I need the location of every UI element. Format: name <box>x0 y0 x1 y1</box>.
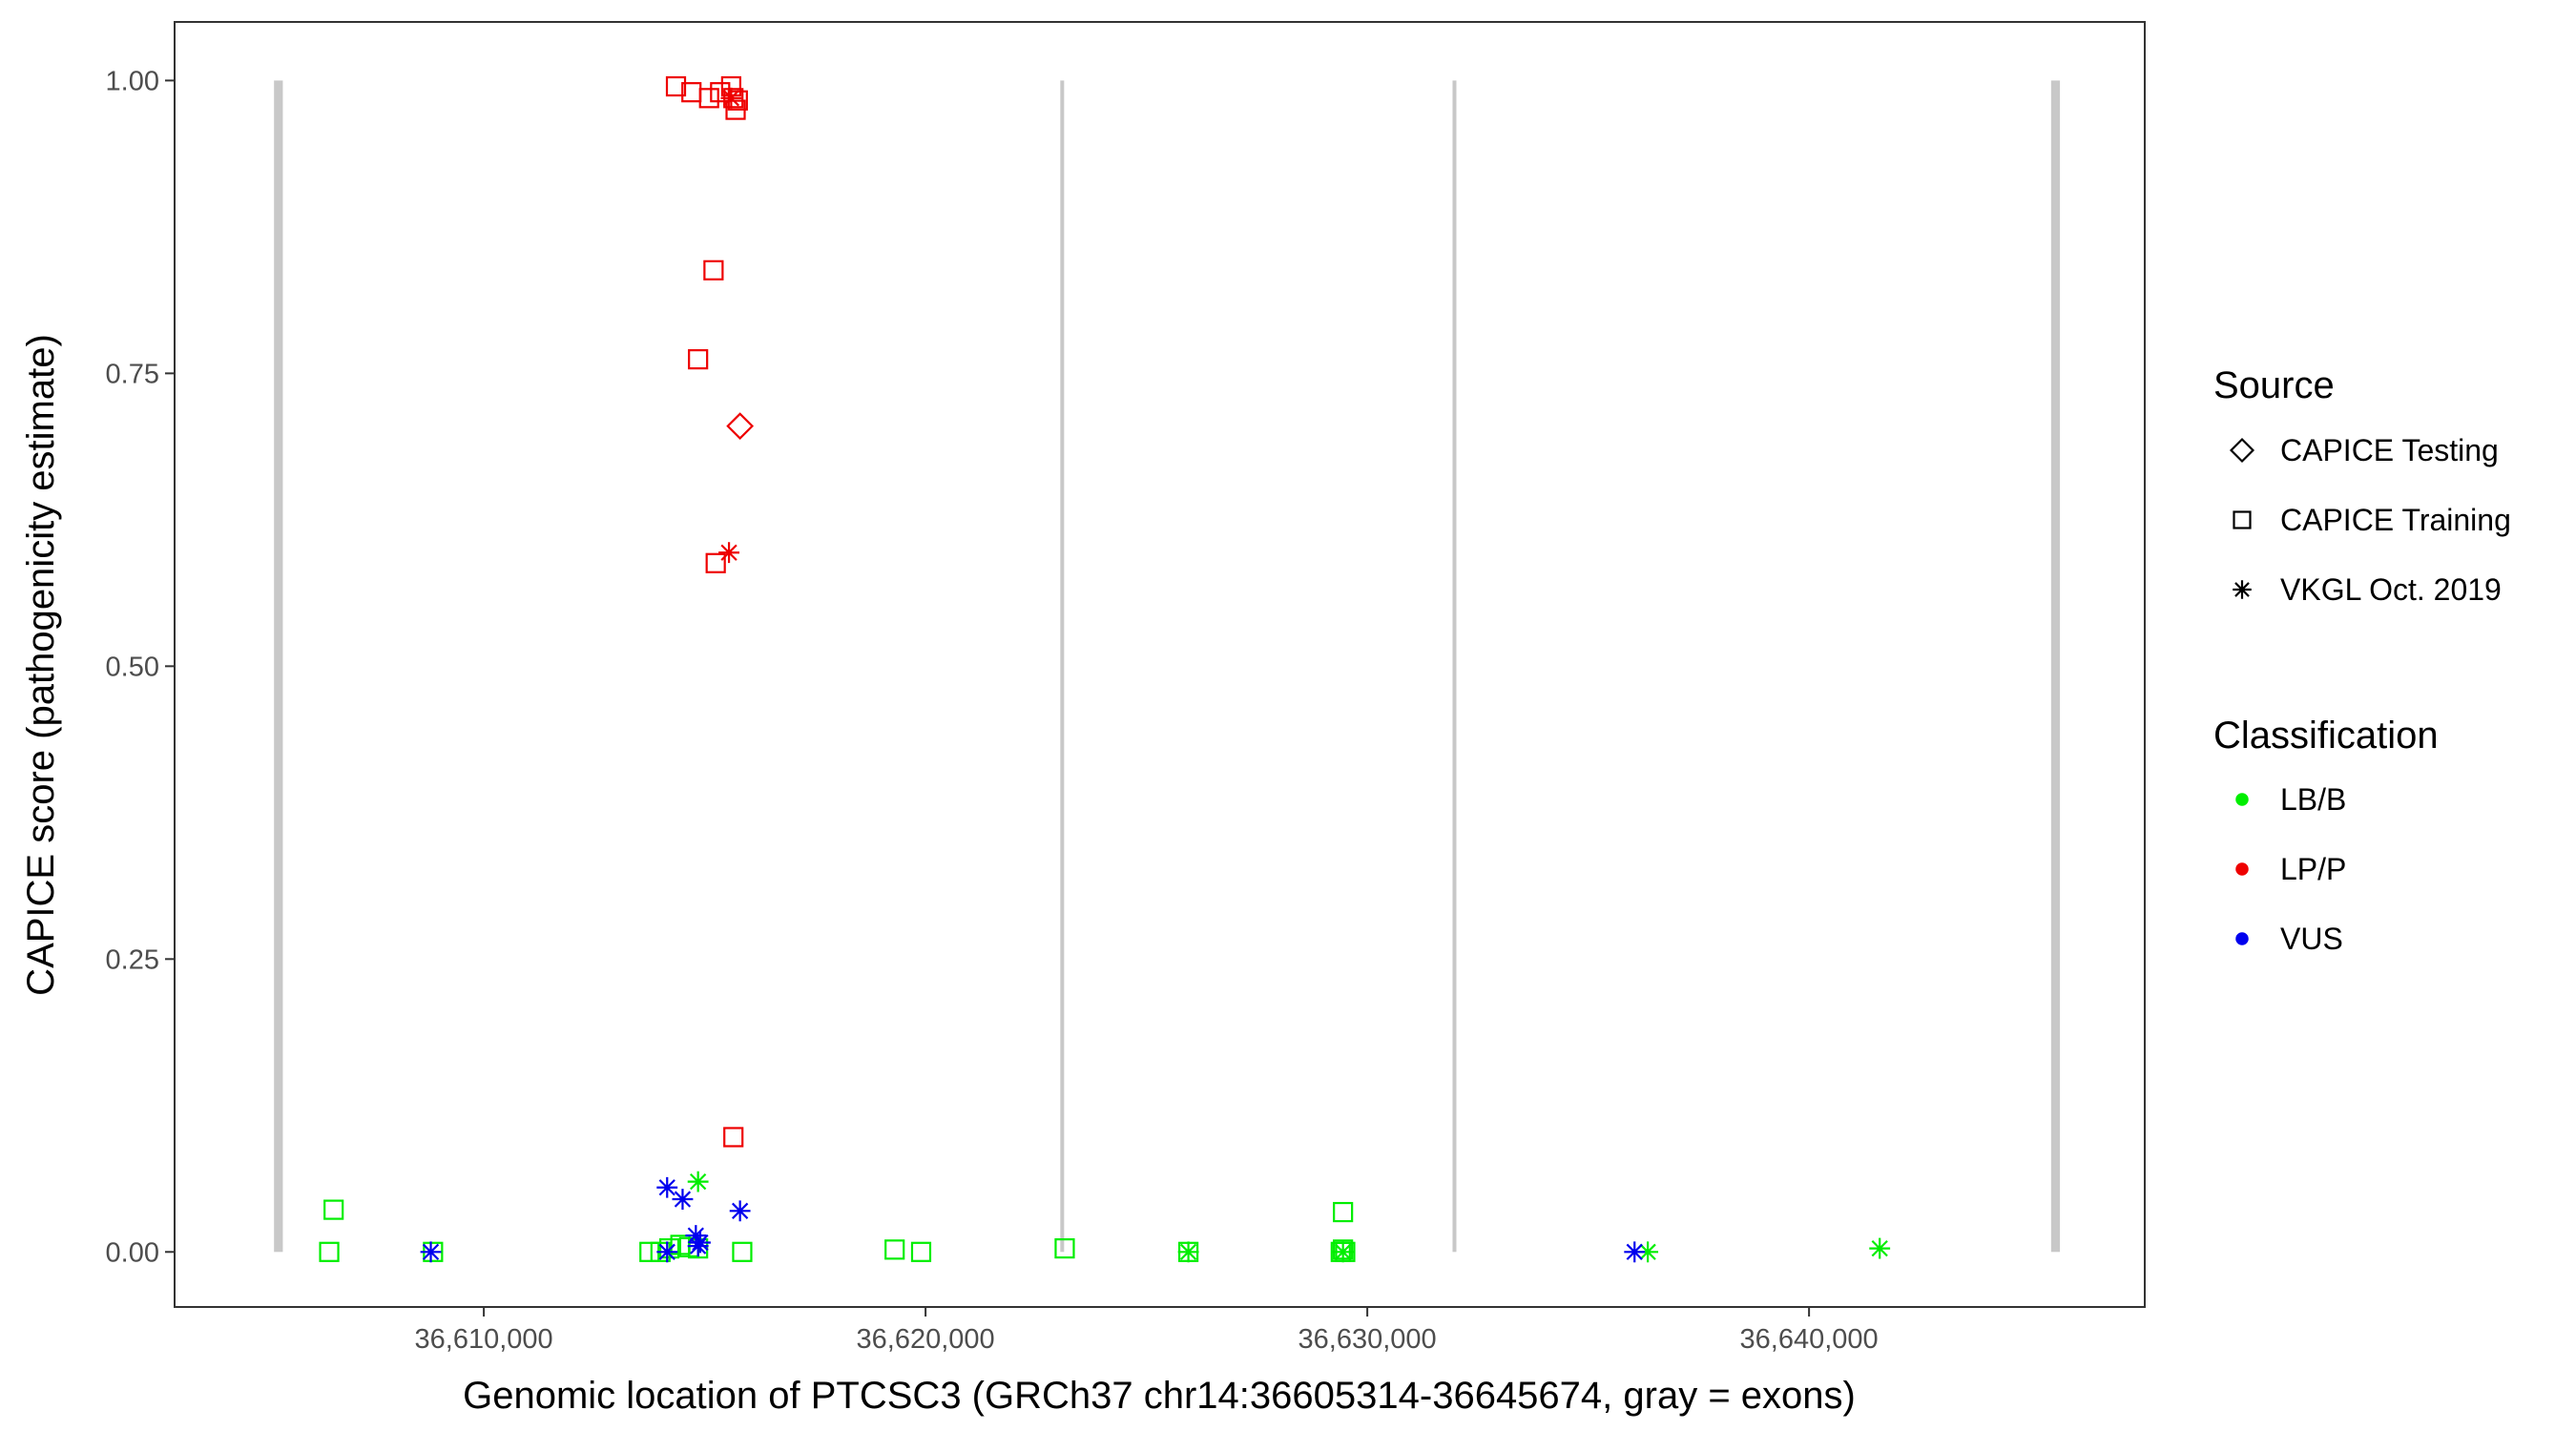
data-point <box>672 1189 694 1210</box>
x-tick-label: 36,630,000 <box>1298 1324 1437 1355</box>
y-axis: 0.00 0.25 0.50 0.75 1.00 <box>106 66 175 1268</box>
x-axis-title: Genomic location of PTCSC3 (GRCh37 chr14… <box>463 1375 1856 1417</box>
y-tick-label: 0.50 <box>106 652 159 682</box>
data-point <box>1869 1237 1891 1259</box>
data-point <box>1177 1241 1199 1263</box>
data-point <box>658 1238 680 1259</box>
data-point <box>319 1241 340 1262</box>
data-point <box>725 99 746 120</box>
y-axis-title: CAPICE score (pathogenicity estimate) <box>20 334 62 996</box>
data-point <box>884 1239 905 1260</box>
legend-key-dot <box>2235 932 2249 945</box>
legend-key-asterisk <box>2233 580 2252 599</box>
data-point <box>732 1241 753 1262</box>
legend-label: CAPICE Training <box>2280 503 2511 537</box>
data-points <box>319 75 1891 1263</box>
x-tick-label: 36,640,000 <box>1740 1324 1879 1355</box>
data-point <box>639 1241 660 1262</box>
legend-key-dot <box>2235 793 2249 806</box>
y-tick-label: 0.25 <box>106 944 159 975</box>
data-point <box>1637 1241 1659 1263</box>
legend-label: CAPICE Testing <box>2280 433 2499 467</box>
y-tick-label: 0.75 <box>106 359 159 389</box>
data-point <box>705 552 726 573</box>
exon-bar <box>1452 80 1457 1253</box>
data-point <box>703 259 724 280</box>
data-point <box>729 1200 751 1222</box>
y-tick-label: 1.00 <box>106 66 159 96</box>
data-point <box>685 1225 707 1247</box>
exon-bar <box>274 80 283 1253</box>
legend: Source Classification CAPICE Testing CAPI… <box>2213 364 2511 956</box>
legend-key-diamond <box>2229 437 2255 464</box>
y-tick-label: 0.00 <box>106 1237 159 1268</box>
data-point <box>720 87 742 109</box>
legend-title-source: Source <box>2213 364 2335 406</box>
legend-label: VKGL Oct. 2019 <box>2280 572 2502 607</box>
data-point <box>910 1241 932 1262</box>
plot-panel-border <box>174 21 2146 1308</box>
exon-bar <box>1060 80 1065 1253</box>
data-point <box>1332 1241 1354 1263</box>
x-tick-label: 36,610,000 <box>415 1324 553 1355</box>
legend-key-dot <box>2235 862 2249 876</box>
legend-key-square <box>2233 510 2252 529</box>
legend-label: LP/P <box>2280 852 2346 886</box>
data-point <box>688 349 709 370</box>
data-point <box>323 1199 344 1220</box>
data-point <box>723 1127 744 1148</box>
data-point <box>420 1241 442 1263</box>
exon-bar <box>2050 80 2061 1253</box>
data-point <box>665 75 687 97</box>
data-point <box>1624 1241 1646 1263</box>
data-point <box>656 1176 678 1198</box>
exon-bars <box>274 80 2061 1253</box>
data-point <box>1333 1201 1354 1223</box>
data-point <box>656 1241 678 1263</box>
x-axis: 36,610,000 36,620,000 36,630,000 36,640,000 <box>415 1307 1879 1355</box>
legend-label: LB/B <box>2280 782 2346 817</box>
data-point <box>718 542 739 564</box>
data-point <box>1054 1238 1075 1259</box>
data-point <box>726 412 755 441</box>
data-point <box>687 1235 709 1257</box>
data-point <box>687 1171 709 1192</box>
legend-label: VUS <box>2280 922 2343 956</box>
legend-title-classification: Classification <box>2213 715 2439 757</box>
x-tick-label: 36,620,000 <box>857 1324 995 1355</box>
data-point <box>698 88 719 109</box>
